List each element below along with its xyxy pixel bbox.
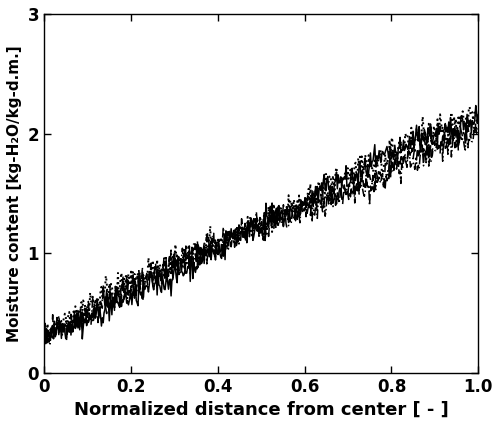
X-axis label: Normalized distance from center [ - ]: Normalized distance from center [ - ] [74,401,448,419]
Y-axis label: Moisture content [kg-H₂O/kg-d.m.]: Moisture content [kg-H₂O/kg-d.m.] [7,45,22,342]
